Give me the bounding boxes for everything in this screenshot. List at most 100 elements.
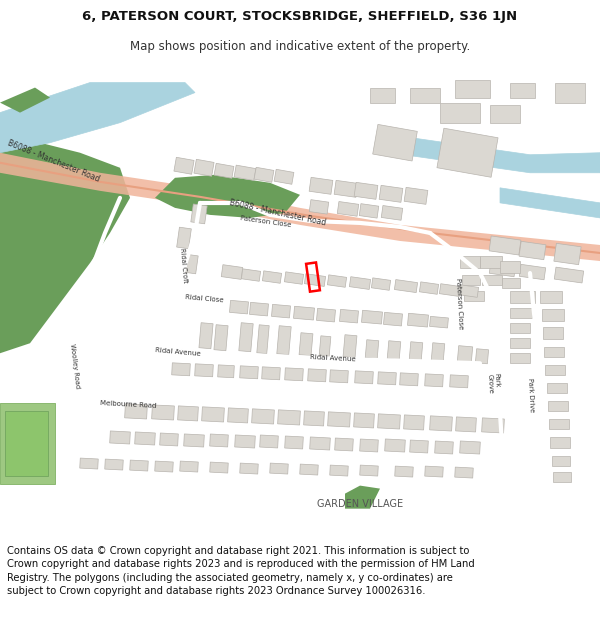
Bar (110, 431, 130, 444)
Bar (455, 79, 490, 98)
Text: B6088 - Manchester Road: B6088 - Manchester Road (7, 139, 101, 184)
Bar (310, 437, 331, 450)
Bar (547, 383, 567, 393)
Text: Ridal Avenue: Ridal Avenue (310, 354, 356, 362)
Bar (404, 188, 428, 204)
Bar (395, 466, 413, 477)
Polygon shape (345, 486, 380, 509)
Text: B6088 - Manchester Road: B6088 - Manchester Road (229, 199, 327, 228)
Bar (319, 336, 331, 357)
Bar (409, 342, 423, 361)
Bar (284, 368, 304, 381)
Bar (328, 275, 347, 288)
Bar (278, 410, 301, 425)
Text: Map shows position and indicative extent of the property.: Map shows position and indicative extent… (130, 40, 470, 52)
Bar (349, 277, 371, 289)
Text: Contains OS data © Crown copyright and database right 2021. This information is : Contains OS data © Crown copyright and d… (7, 546, 475, 596)
Text: 6, PATERSON COURT, STOCKSBRIDGE, SHEFFIELD, S36 1JN: 6, PATERSON COURT, STOCKSBRIDGE, SHEFFIE… (82, 10, 518, 22)
Bar (407, 313, 428, 327)
Bar (540, 291, 562, 303)
Bar (274, 169, 294, 184)
Bar (335, 438, 353, 451)
Bar (184, 434, 205, 447)
Bar (359, 439, 379, 452)
Bar (334, 181, 358, 198)
Bar (510, 353, 530, 363)
Bar (464, 291, 484, 301)
Bar (555, 82, 585, 102)
Bar (155, 461, 173, 472)
Bar (455, 417, 476, 432)
Bar (227, 408, 248, 423)
Bar (462, 275, 480, 285)
Bar (373, 124, 418, 161)
Bar (300, 464, 318, 475)
Bar (241, 269, 260, 281)
Bar (251, 409, 274, 424)
Bar (304, 411, 325, 426)
Text: Woolley Road: Woolley Road (69, 343, 80, 388)
Bar (239, 322, 253, 352)
Polygon shape (0, 403, 55, 484)
Bar (549, 419, 569, 429)
Bar (309, 177, 333, 194)
Polygon shape (390, 134, 600, 172)
Bar (543, 328, 563, 339)
Bar (234, 165, 256, 181)
Polygon shape (0, 152, 600, 261)
Bar (385, 439, 406, 452)
Bar (202, 407, 224, 422)
Bar (178, 406, 199, 421)
Bar (337, 201, 359, 216)
Bar (519, 241, 546, 259)
Bar (360, 465, 378, 476)
Bar (548, 401, 568, 411)
Polygon shape (155, 175, 300, 218)
Bar (457, 346, 473, 363)
Text: Ridal Croft: Ridal Croft (179, 248, 188, 283)
Bar (330, 465, 348, 476)
Bar (475, 349, 488, 364)
Bar (355, 371, 373, 384)
Bar (379, 186, 403, 202)
Text: Paterson Close: Paterson Close (239, 215, 291, 228)
Bar (299, 332, 313, 356)
Bar (377, 414, 400, 429)
Bar (328, 412, 350, 427)
Bar (277, 326, 291, 355)
Bar (554, 267, 584, 283)
Bar (431, 342, 445, 362)
Bar (270, 463, 288, 474)
Text: GARDEN VILLAGE: GARDEN VILLAGE (317, 499, 403, 509)
Bar (489, 261, 516, 277)
Bar (221, 265, 243, 279)
Bar (257, 325, 269, 354)
Bar (542, 309, 564, 321)
Bar (381, 206, 403, 220)
Bar (510, 82, 535, 98)
Bar (130, 460, 148, 471)
Bar (394, 279, 418, 292)
Bar (482, 418, 505, 433)
Bar (490, 104, 520, 122)
Bar (489, 236, 521, 255)
Bar (480, 256, 502, 268)
Bar (554, 243, 581, 264)
Bar (545, 365, 565, 375)
Bar (260, 435, 278, 448)
Bar (194, 364, 214, 377)
Bar (500, 261, 520, 273)
Bar (235, 435, 256, 448)
Bar (160, 433, 178, 446)
Bar (430, 316, 448, 328)
Bar (272, 304, 290, 318)
Bar (250, 302, 268, 316)
Bar (510, 308, 532, 318)
Bar (510, 323, 530, 333)
Bar (218, 365, 235, 378)
Bar (544, 348, 564, 358)
Bar (425, 466, 443, 477)
Text: Ridal Avenue: Ridal Avenue (155, 348, 201, 358)
Bar (387, 341, 401, 360)
Bar (134, 432, 155, 445)
